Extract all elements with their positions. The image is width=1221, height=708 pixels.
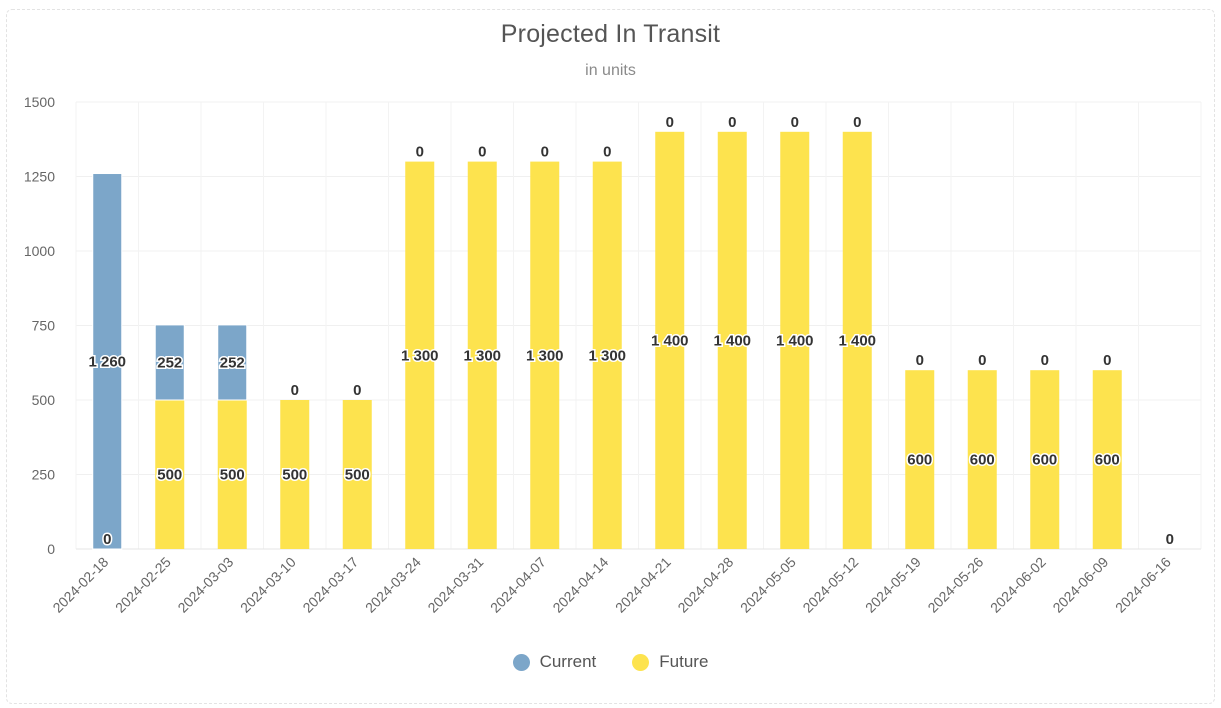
bar-current[interactable]: [154, 324, 185, 401]
data-label-future: 1 400: [713, 332, 751, 349]
data-label-future: 1 300: [401, 347, 439, 364]
bar-future[interactable]: [1092, 370, 1122, 549]
data-label-future: 1 400: [651, 332, 689, 349]
chart-title: Projected In Transit: [500, 20, 721, 48]
data-label-current: 0: [291, 382, 299, 399]
bar-future[interactable]: [280, 400, 310, 549]
data-label-current: 0: [416, 144, 424, 161]
x-tick-label: 2024-04-28: [674, 554, 736, 616]
bar-future[interactable]: [905, 370, 935, 549]
data-label-future: 500: [282, 467, 307, 484]
data-label-current: 0: [728, 114, 736, 131]
x-tick-label: 2024-06-09: [1049, 554, 1111, 616]
x-tick-label: 2024-03-31: [424, 554, 486, 616]
data-label-future: 600: [1032, 452, 1057, 469]
data-label-future: 600: [907, 452, 932, 469]
y-tick-label: 1250: [24, 169, 55, 185]
x-tick-label: 2024-05-19: [862, 554, 924, 616]
x-tick-label: 2024-02-25: [112, 554, 174, 616]
x-tick-label: 2024-05-05: [737, 554, 799, 616]
data-label-current: 0: [478, 144, 486, 161]
data-label-current: 0: [1103, 352, 1111, 369]
data-label-current: 0: [666, 114, 674, 131]
bar-future[interactable]: [967, 370, 997, 549]
data-label-future: 1 400: [776, 332, 814, 349]
data-label-current: 0: [916, 352, 924, 369]
x-tick-label: 2024-03-03: [174, 554, 236, 616]
y-tick-label: 500: [32, 392, 56, 408]
data-label-future: 1 300: [526, 347, 564, 364]
bar-future[interactable]: [717, 131, 747, 550]
x-tick-label: 2024-03-10: [237, 554, 299, 616]
data-label-current: 0: [603, 144, 611, 161]
bar-future[interactable]: [342, 400, 372, 549]
bar-future[interactable]: [217, 400, 247, 549]
data-label-current: 0: [978, 352, 986, 369]
bar-future[interactable]: [530, 161, 560, 549]
y-tick-label: 750: [32, 318, 56, 334]
data-label-future: 600: [1095, 452, 1120, 469]
data-label-current: 0: [1041, 352, 1049, 369]
data-label-current: 0: [853, 114, 861, 131]
data-label-current: 0: [1166, 531, 1174, 548]
bar-future[interactable]: [780, 131, 810, 550]
data-label-current: 0: [541, 144, 549, 161]
data-label-current: 0: [353, 382, 361, 399]
y-tick-label: 250: [32, 467, 56, 483]
bar-future[interactable]: [842, 131, 872, 550]
bar-future[interactable]: [592, 161, 622, 549]
data-label-future: 500: [345, 467, 370, 484]
x-tick-label: 2024-06-02: [987, 554, 1049, 616]
x-tick-label: 2024-04-21: [612, 554, 674, 616]
data-label-future: 500: [157, 467, 182, 484]
bar-future[interactable]: [405, 161, 435, 549]
bar-future[interactable]: [467, 161, 497, 549]
data-label-future: 500: [220, 467, 245, 484]
x-tick-label: 2024-02-18: [49, 554, 111, 616]
chart-subtitle: in units: [585, 62, 636, 79]
chart-legend: Current Future: [0, 652, 1221, 672]
x-tick-label: 2024-04-07: [487, 554, 549, 616]
y-tick-label: 1500: [24, 94, 55, 110]
bar-future[interactable]: [1030, 370, 1060, 549]
legend-dot-future: [632, 653, 650, 671]
data-label-current: 252: [220, 354, 245, 371]
legend-dot-current: [512, 653, 530, 671]
data-label-future: 600: [970, 452, 995, 469]
bar-current[interactable]: [92, 173, 123, 550]
x-tick-label: 2024-05-12: [799, 554, 861, 616]
legend-item-current[interactable]: Current: [512, 652, 597, 672]
x-tick-label: 2024-05-26: [924, 554, 986, 616]
data-label-future: 1 400: [838, 332, 876, 349]
legend-label-current: Current: [539, 652, 597, 671]
x-tick-label: 2024-03-17: [299, 554, 361, 616]
y-tick-label: 0: [47, 541, 55, 557]
data-label-current: 0: [791, 114, 799, 131]
data-label-future: 0: [103, 531, 111, 548]
data-label-future: 1 300: [463, 347, 501, 364]
bar-current[interactable]: [217, 324, 248, 401]
x-tick-label: 2024-03-24: [362, 554, 424, 616]
x-tick-label: 2024-06-16: [1112, 554, 1174, 616]
y-tick-label: 1000: [24, 243, 55, 259]
data-label-current: 252: [157, 354, 182, 371]
legend-label-future: Future: [659, 652, 709, 671]
x-tick-label: 2024-04-14: [549, 554, 611, 616]
bar-future[interactable]: [655, 131, 685, 550]
bar-future[interactable]: [155, 400, 185, 549]
data-label-current: 1 260: [88, 353, 126, 370]
legend-item-future[interactable]: Future: [632, 652, 708, 672]
data-label-future: 1 300: [588, 347, 626, 364]
